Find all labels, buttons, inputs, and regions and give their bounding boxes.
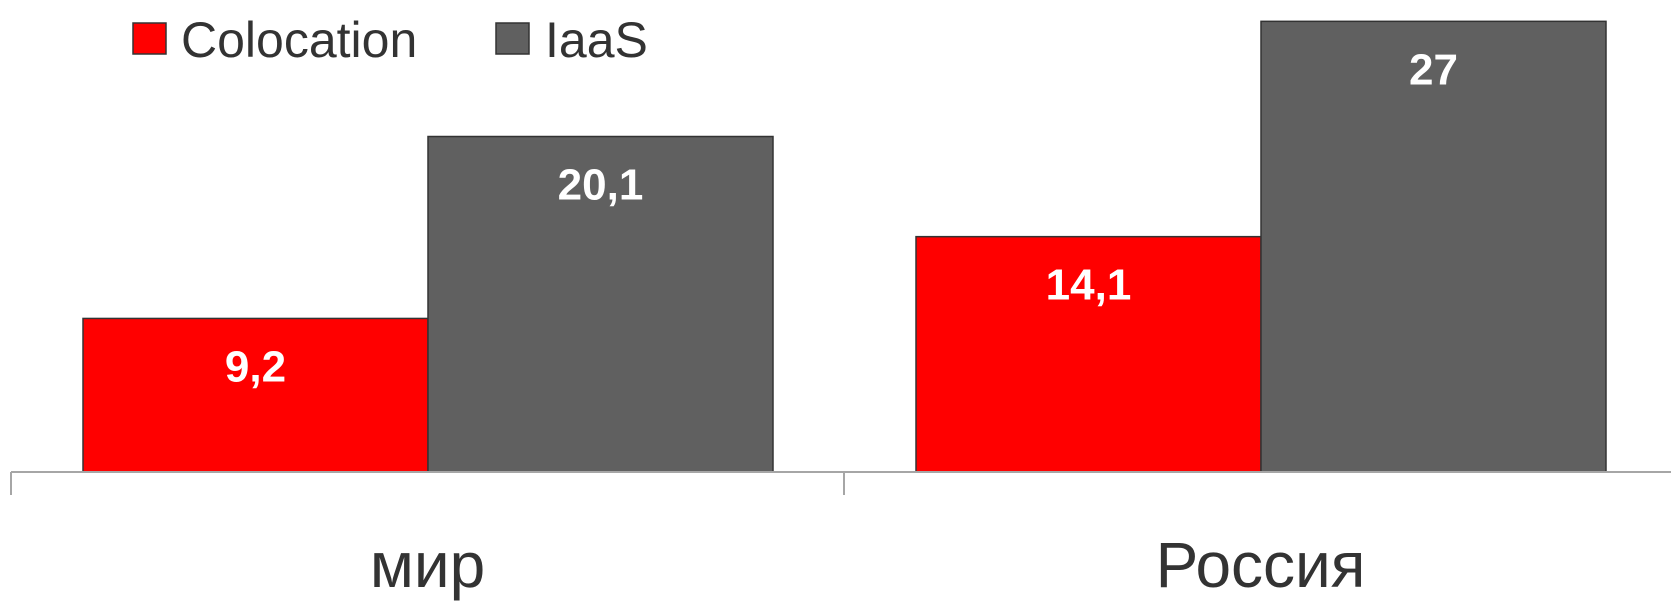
bar-iaas-0 [427,135,774,473]
data-label-colocation-0: 9,2 [225,342,286,391]
data-label-iaas-1: 27 [1409,45,1458,94]
bars-group [82,20,1607,473]
category-label-1: Россия [1156,529,1366,601]
legend-swatch-iaas [495,22,530,55]
data-label-iaas-0: 20,1 [558,161,644,210]
category-labels-group: мир Россия [370,529,1366,601]
category-label-0: мир [370,529,485,601]
legend-label-iaas: IaaS [545,12,648,68]
x-axis [10,471,1671,495]
bar-iaas-1 [1260,20,1607,473]
data-label-colocation-1: 14,1 [1046,261,1132,310]
bar-colocation-0 [82,317,429,473]
legend: Colocation IaaS [132,12,648,68]
bar-labels-group: 9,2 20,1 14,1 27 [225,45,1458,391]
bar-colocation-1 [915,235,1262,473]
legend-label-colocation: Colocation [181,12,417,68]
legend-swatch-colocation [132,22,167,55]
